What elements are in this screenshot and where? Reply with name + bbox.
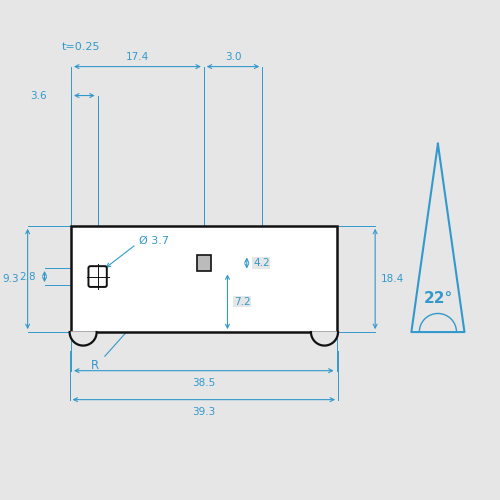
Bar [197,254,210,272]
Text: Ø 3.7: Ø 3.7 [138,236,168,246]
Text: 22°: 22° [424,291,452,306]
Text: t=0.25: t=0.25 [62,42,100,52]
Polygon shape [311,332,338,345]
Text: 3.0: 3.0 [225,52,242,62]
Text: 4.2: 4.2 [253,258,270,268]
Text: 2.8: 2.8 [20,272,36,281]
Text: 3.6: 3.6 [30,90,47,101]
Text: 17.4: 17.4 [126,52,149,62]
Text: R: R [91,358,100,372]
Text: 18.4: 18.4 [380,274,404,284]
Text: 38.5: 38.5 [192,378,216,388]
FancyBboxPatch shape [88,266,107,287]
Text: 39.3: 39.3 [192,406,216,416]
Text: 9.3: 9.3 [2,274,19,284]
Bar [71,226,336,332]
Text: 7.2: 7.2 [234,297,250,307]
Polygon shape [70,332,96,345]
